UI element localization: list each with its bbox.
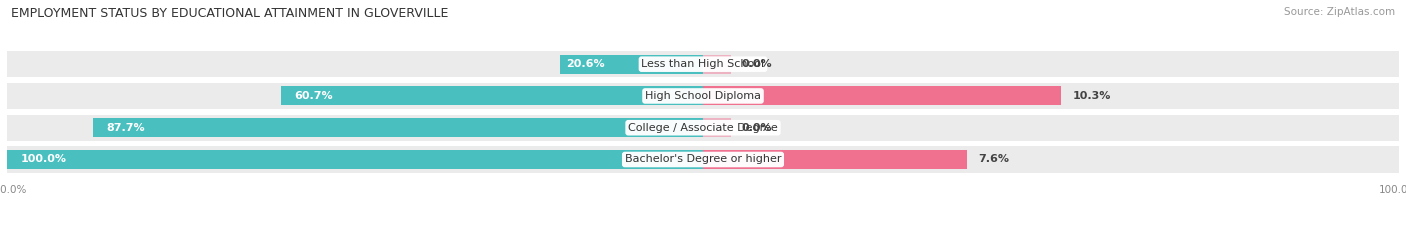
- Text: College / Associate Degree: College / Associate Degree: [628, 123, 778, 133]
- Bar: [7, 147, 1399, 172]
- Text: EMPLOYMENT STATUS BY EDUCATIONAL ATTAINMENT IN GLOVERVILLE: EMPLOYMENT STATUS BY EDUCATIONAL ATTAINM…: [11, 7, 449, 20]
- Text: 0.0%: 0.0%: [742, 123, 773, 133]
- Legend: In Labor Force, Unemployed: In Labor Force, Unemployed: [603, 230, 803, 233]
- Bar: [281, 86, 703, 106]
- Text: Less than High School: Less than High School: [641, 59, 765, 69]
- Bar: [560, 55, 703, 74]
- Bar: [93, 118, 703, 137]
- Bar: [703, 86, 1062, 106]
- Bar: [7, 83, 1399, 109]
- Text: 87.7%: 87.7%: [107, 123, 145, 133]
- Bar: [703, 150, 967, 169]
- Text: 7.6%: 7.6%: [979, 154, 1010, 164]
- Bar: [7, 150, 703, 169]
- Text: 100.0%: 100.0%: [21, 154, 67, 164]
- Text: 0.0%: 0.0%: [742, 59, 773, 69]
- Text: 60.7%: 60.7%: [294, 91, 333, 101]
- Text: 10.3%: 10.3%: [1073, 91, 1111, 101]
- Text: High School Diploma: High School Diploma: [645, 91, 761, 101]
- Text: 20.6%: 20.6%: [567, 59, 605, 69]
- Text: Bachelor's Degree or higher: Bachelor's Degree or higher: [624, 154, 782, 164]
- Bar: [7, 51, 1399, 77]
- Bar: [703, 118, 731, 137]
- Bar: [7, 115, 1399, 141]
- Text: Source: ZipAtlas.com: Source: ZipAtlas.com: [1284, 7, 1395, 17]
- Bar: [703, 55, 731, 74]
